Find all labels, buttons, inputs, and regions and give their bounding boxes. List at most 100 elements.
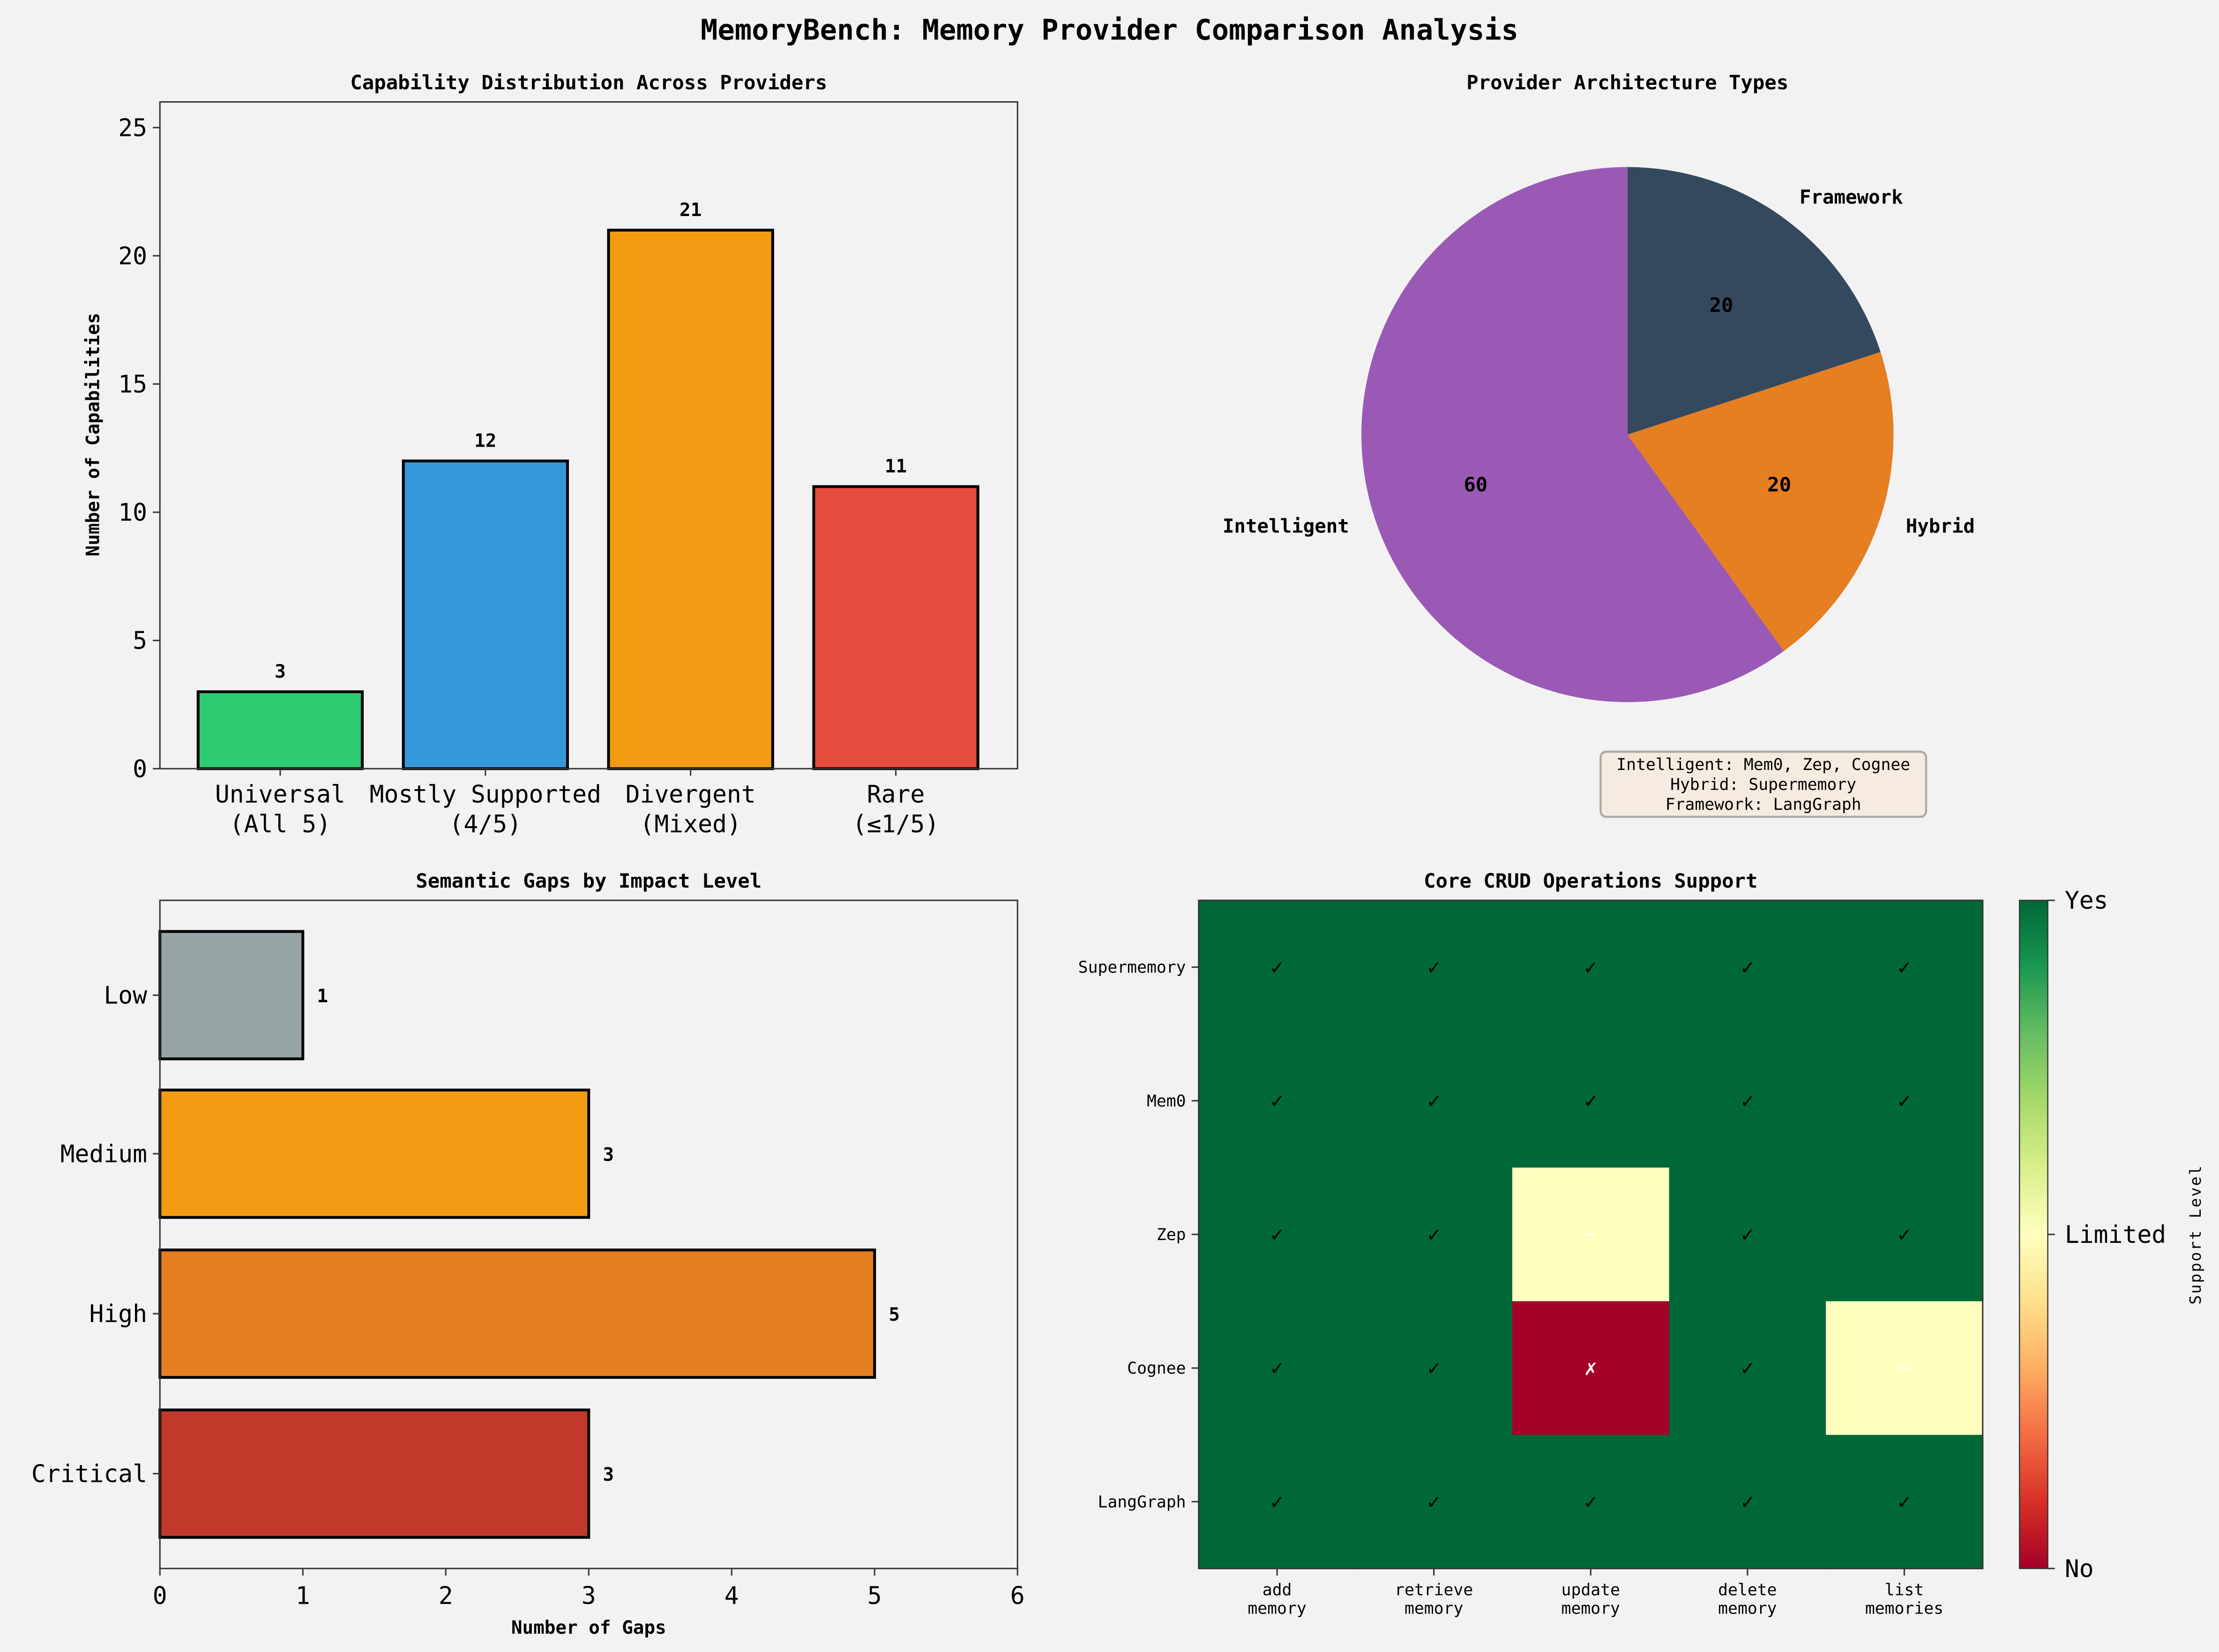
heatmap-cell-symbol: ✓: [1898, 955, 1911, 979]
bar-1: [402, 459, 569, 770]
heatmap-row-label: Supermemory: [1078, 958, 1186, 977]
heatmap-cell: [1198, 1034, 1356, 1168]
heatmap-cell-symbol: ✓: [1427, 955, 1440, 979]
heatmap-cell: [1198, 1167, 1356, 1302]
architecture-legend-line: Intelligent: Mem0, Zep, Cognee: [1616, 755, 1910, 774]
heatmap-row-label: LangGraph: [1098, 1493, 1186, 1511]
y-tick-label: 15: [118, 371, 147, 399]
heatmap-cell: [1669, 1435, 1827, 1570]
hbar-value-label: 5: [889, 1304, 900, 1325]
bar-value-label: 11: [885, 456, 907, 477]
bar-value-label: 12: [474, 430, 496, 451]
crud-heatmap-chart: Core CRUD Operations Support Support Lev…: [1078, 869, 2204, 1618]
x-tick-label: Mostly Supported (4/5): [370, 781, 601, 838]
y-tick-label: 5: [133, 627, 147, 655]
heatmap-cell: [1826, 1034, 1984, 1168]
heatmap-cell: [1826, 1435, 1984, 1570]
heatmap-cell: [1355, 1034, 1513, 1168]
heatmap-cell: [1512, 900, 1670, 1035]
heatmap-cell: [1355, 1435, 1513, 1570]
heatmap-column-label: retrieve memory: [1395, 1581, 1473, 1618]
bar-value-label: 21: [680, 200, 702, 221]
bar-value-label: 3: [275, 661, 286, 682]
capability-chart-title: Capability Distribution Across Providers: [350, 71, 827, 94]
heatmap-cell: [1669, 900, 1827, 1035]
hbar-low: [158, 930, 305, 1061]
y-tick-label: Critical: [31, 1460, 147, 1488]
hbar-medium: [158, 1088, 590, 1219]
x-tick-label: 6: [1010, 1582, 1025, 1610]
pie-percent-label: 60: [1464, 473, 1487, 496]
x-tick-label: 0: [153, 1582, 167, 1610]
heatmap-row-label: Mem0: [1147, 1092, 1186, 1111]
heatmap-cell-symbol: ✓: [1584, 1088, 1597, 1113]
architecture-chart-title: Provider Architecture Types: [1466, 71, 1788, 94]
heatmap-cell-symbol: ✓: [1898, 1222, 1911, 1247]
heatmap-cell: [1198, 1301, 1356, 1436]
capability-distribution-chart: Capability Distribution Across Providers…: [82, 71, 1018, 838]
crud-chart-title: Core CRUD Operations Support: [1424, 869, 1757, 892]
architecture-legend-line: Hybrid: Supermemory: [1670, 775, 1856, 794]
capability-y-axis-label: Number of Capabilities: [82, 313, 104, 556]
heatmap-cell-symbol: ✓: [1270, 1489, 1283, 1514]
semantic-gaps-x-axis-label: Number of Gaps: [511, 1617, 666, 1638]
heatmap-cell: [1198, 900, 1356, 1035]
heatmap-cell: [1198, 1435, 1356, 1570]
heatmap-cell-symbol: ✓: [1584, 955, 1597, 979]
pie-percent-label: 20: [1767, 473, 1791, 496]
bar-0: [196, 690, 364, 770]
axes-frame: [159, 899, 1018, 1570]
pie-label: Framework: [1800, 186, 1903, 208]
heatmap-cell-symbol: ✓: [1741, 1088, 1754, 1113]
x-tick-label: 5: [867, 1582, 882, 1610]
heatmap-row-label: Cognee: [1127, 1359, 1186, 1378]
x-tick-label: Universal (All 5): [215, 781, 345, 838]
bar-3: [812, 485, 979, 770]
semantic-gaps-chart: Semantic Gaps by Impact Level Number of …: [31, 869, 1025, 1638]
semantic-gaps-chart-title: Semantic Gaps by Impact Level: [416, 869, 762, 892]
y-tick-label: Low: [104, 982, 147, 1010]
heatmap-cell: [1669, 1034, 1827, 1168]
x-tick-label: Rare (≤1/5): [852, 781, 939, 838]
heatmap-cell: [1669, 1167, 1827, 1302]
heatmap-column-label: list memories: [1865, 1581, 1943, 1618]
y-tick-label: High: [89, 1300, 147, 1328]
x-tick-label: 4: [725, 1582, 739, 1610]
heatmap-cell-symbol: ✓: [1584, 1489, 1597, 1514]
pie-slice-framework: [1627, 167, 1881, 435]
heatmap-cell-symbol: ✓: [1270, 955, 1283, 979]
heatmap-cell: [1826, 1301, 1984, 1436]
colorbar-label: Support Level: [2186, 1164, 2204, 1304]
heatmap-cell: [1355, 900, 1513, 1035]
architecture-pie-chart: Provider Architecture Types Intelligent 6…: [1223, 71, 1975, 818]
heatmap-cell-symbol: ✓: [1741, 1355, 1754, 1380]
x-tick-label: 2: [439, 1582, 453, 1610]
y-tick-label: Medium: [60, 1140, 147, 1168]
heatmap-cell-symbol: ✓: [1427, 1222, 1440, 1247]
x-tick-label: Divergent (Mixed): [626, 781, 756, 838]
heatmap-cell-symbol: ~: [1898, 1355, 1911, 1380]
pie-percent-label: 20: [1710, 293, 1733, 316]
colorbar: [2019, 899, 2048, 1570]
heatmap-cell-symbol: ✓: [1427, 1489, 1440, 1514]
hbar-value-label: 1: [317, 986, 328, 1007]
colorbar-tick-label: No: [2065, 1555, 2094, 1583]
heatmap-column-label: update memory: [1562, 1581, 1620, 1618]
y-tick-label: 20: [118, 242, 147, 270]
axes-frame: [159, 101, 1018, 770]
heatmap-cell-symbol: ✓: [1427, 1088, 1440, 1113]
heatmap-cell-symbol: ✓: [1741, 955, 1754, 979]
heatmap-column-label: delete memory: [1718, 1581, 1777, 1618]
hbar-high: [158, 1248, 876, 1379]
heatmap-cell-symbol: ✓: [1270, 1222, 1283, 1247]
architecture-legend-box: [1599, 750, 1928, 818]
pie-label: Intelligent: [1223, 515, 1349, 537]
hbar-critical: [158, 1408, 590, 1539]
heatmap-cell: [1512, 1435, 1670, 1570]
heatmap-cell: [1826, 900, 1984, 1035]
heatmap-cell-symbol: ~: [1584, 1222, 1597, 1247]
heatmap-cell-symbol: ✓: [1427, 1355, 1440, 1380]
heatmap-cell: [1355, 1301, 1513, 1436]
heatmap-cell: [1355, 1167, 1513, 1302]
